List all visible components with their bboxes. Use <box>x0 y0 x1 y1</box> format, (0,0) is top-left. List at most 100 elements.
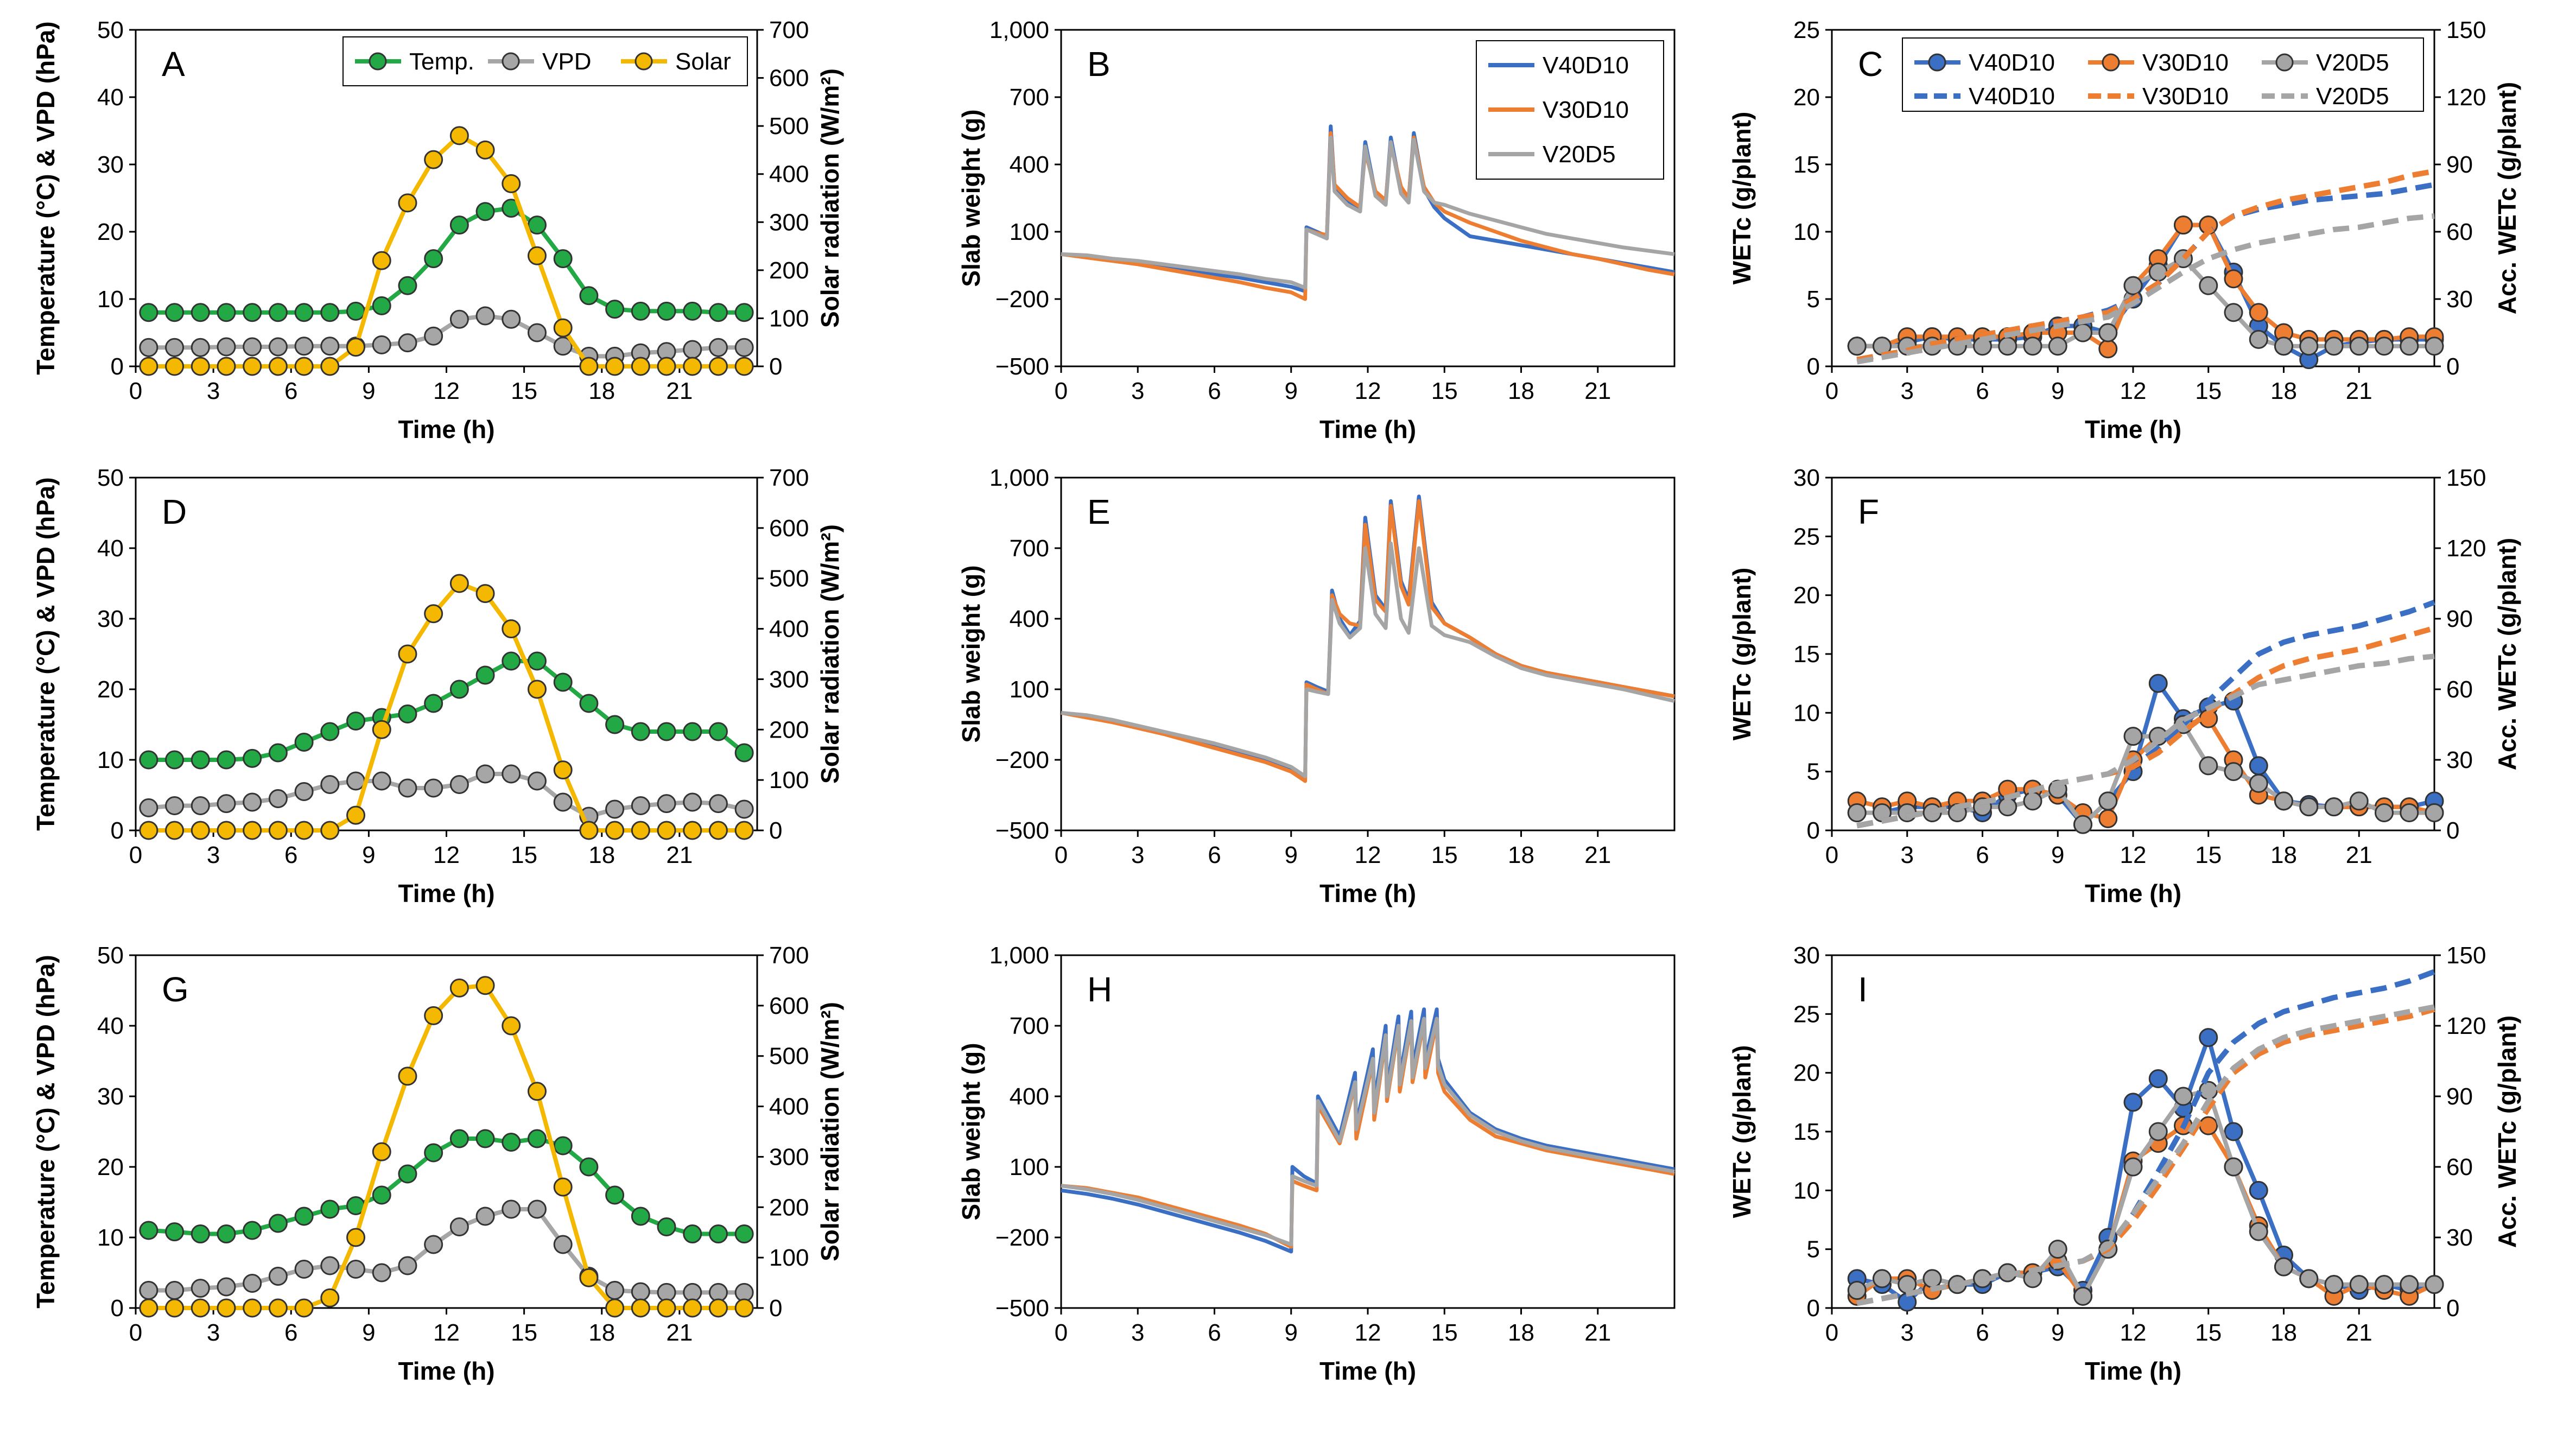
y2-tick-label: 700 <box>769 17 809 43</box>
x-tick-label: 6 <box>1976 842 1989 868</box>
data-point <box>243 1274 262 1293</box>
data-point <box>243 337 262 357</box>
data-point <box>579 357 599 376</box>
data-point <box>2324 336 2344 356</box>
x-tick-label: 18 <box>1508 842 1534 868</box>
data-point <box>502 651 521 671</box>
data-point <box>372 251 391 270</box>
data-point <box>2324 1275 2344 1294</box>
data-point <box>191 750 210 770</box>
data-point <box>139 1221 158 1240</box>
data-point <box>243 357 262 376</box>
series-line <box>1061 499 1675 783</box>
series-line <box>1061 1007 1675 1254</box>
x-tick-label: 21 <box>666 842 693 868</box>
series-Solar <box>139 574 754 840</box>
data-point <box>268 357 288 376</box>
legend-label: V30D10 <box>1543 97 1629 123</box>
data-point <box>2349 1275 2369 1294</box>
series-line <box>148 772 745 818</box>
data-point <box>139 303 158 322</box>
y2-tick-label: 120 <box>2446 84 2486 111</box>
series-Solar <box>139 126 754 376</box>
y-tick-label: 10 <box>1793 219 1820 245</box>
data-point <box>579 1157 599 1177</box>
data-point <box>243 303 262 322</box>
data-point <box>527 1199 547 1219</box>
data-point <box>734 338 754 357</box>
data-point <box>2123 727 2143 746</box>
data-point <box>372 1185 391 1205</box>
y-tick-label: 10 <box>97 286 124 313</box>
data-point <box>424 694 443 713</box>
y-tick-label: 30 <box>1793 942 1820 969</box>
data-point <box>398 704 417 723</box>
y2-tick-label: 100 <box>769 305 809 332</box>
x-tick-label: 12 <box>2120 842 2147 868</box>
legend-A: Temp. VPD Solar <box>342 36 748 86</box>
data-point <box>139 798 158 817</box>
data-point <box>424 150 443 169</box>
plot-frame <box>1831 954 2435 1309</box>
data-point <box>553 792 573 812</box>
data-point <box>424 1235 443 1254</box>
y2-tick-label: 100 <box>769 1244 809 1271</box>
x-tick-label: 9 <box>1285 378 1298 404</box>
data-point <box>424 326 443 346</box>
data-point <box>320 336 340 356</box>
y2-tick-label: 700 <box>769 465 809 491</box>
x-tick-label: 15 <box>511 378 537 404</box>
data-point <box>657 1298 676 1318</box>
data-point <box>631 722 650 741</box>
y-tick-label: 20 <box>1793 84 1820 111</box>
y-tick-label: −200 <box>995 286 1049 313</box>
data-point <box>527 1129 547 1148</box>
y-tick-label: 20 <box>97 219 124 245</box>
y-tick-label: 700 <box>1010 84 1049 111</box>
data-point <box>734 357 754 376</box>
data-point <box>191 1279 210 1298</box>
data-point <box>449 775 469 794</box>
legend-marker <box>1928 53 1946 72</box>
x-tick-label: 12 <box>2120 1319 2147 1346</box>
series-V40D10 <box>1847 1028 2444 1312</box>
panel-letter: A <box>162 45 185 84</box>
x-tick-label: 0 <box>129 1319 142 1346</box>
y2-tick-label: 30 <box>2446 286 2473 313</box>
x-tick-label: 15 <box>2195 1319 2222 1346</box>
y2-tick-label: 500 <box>769 566 809 592</box>
series-line <box>1061 124 1675 293</box>
data-point <box>2249 773 2268 793</box>
data-point <box>502 764 521 784</box>
y2-tick-label: 30 <box>2446 1224 2473 1251</box>
data-point <box>579 286 599 306</box>
x-tick-label: 18 <box>588 1319 615 1346</box>
series-V20D5 <box>1847 1081 2444 1306</box>
data-point <box>2224 269 2243 289</box>
y-tick-label: −500 <box>995 817 1049 844</box>
data-point <box>217 821 236 840</box>
series-V30D10 <box>1061 1019 1675 1249</box>
data-point <box>294 1298 314 1318</box>
data-point <box>579 1268 599 1287</box>
data-point <box>605 799 625 819</box>
panel-letter: C <box>1858 45 1883 84</box>
y-tick-label: 20 <box>1793 582 1820 609</box>
y-tick-label: 5 <box>1807 286 1820 313</box>
data-point <box>217 357 236 376</box>
y-tick-label: 25 <box>1793 17 1820 43</box>
data-point <box>217 794 236 814</box>
data-point <box>605 1185 625 1205</box>
data-point <box>294 821 314 840</box>
data-point <box>449 574 469 593</box>
y2-tick-label: 60 <box>2446 1154 2473 1180</box>
data-point <box>605 300 625 319</box>
data-point <box>553 760 573 780</box>
data-point <box>372 335 391 354</box>
x-axis-label: Time (h) <box>398 879 494 907</box>
y2-tick-label: 200 <box>769 257 809 284</box>
y-tick-label: 1,000 <box>989 17 1049 43</box>
data-point <box>2123 276 2143 295</box>
data-point <box>398 778 417 798</box>
x-tick-label: 3 <box>1901 842 1914 868</box>
